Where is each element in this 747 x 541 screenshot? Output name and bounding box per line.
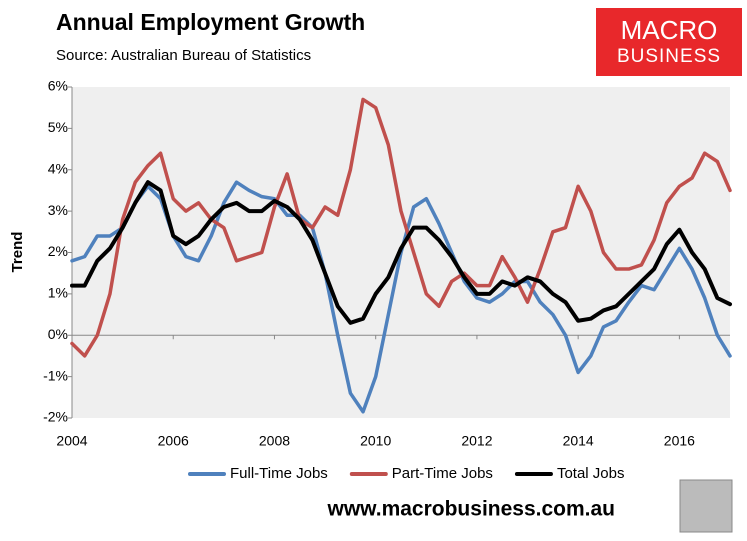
x-tick-label: 2006	[158, 433, 189, 449]
x-tick-label: 2012	[461, 433, 492, 449]
y-tick-label: 3%	[48, 202, 68, 218]
legend-label: Full-Time Jobs	[230, 465, 328, 482]
y-tick-label: 1%	[48, 285, 68, 301]
legend-label: Total Jobs	[557, 465, 625, 482]
chart-title: Annual Employment Growth	[56, 9, 365, 35]
y-tick-label: -2%	[43, 409, 68, 425]
x-tick-label: 2014	[563, 433, 594, 449]
x-tick-label: 2016	[664, 433, 695, 449]
y-tick-label: 6%	[48, 78, 68, 94]
logo-text: BUSINESS	[617, 46, 721, 67]
y-tick-label: 4%	[48, 160, 68, 176]
logo-text: MACRO	[621, 15, 718, 45]
y-tick-label: 5%	[48, 119, 68, 135]
chart-subtitle: Source: Australian Bureau of Statistics	[56, 47, 311, 64]
legend-label: Part-Time Jobs	[392, 465, 493, 482]
y-tick-label: 0%	[48, 326, 68, 342]
wolf-icon	[679, 479, 733, 533]
y-tick-label: -1%	[43, 367, 68, 383]
x-tick-label: 2008	[259, 433, 290, 449]
series-line	[70, 180, 732, 325]
logo-background	[596, 8, 742, 76]
y-tick-label: 2%	[48, 243, 68, 259]
x-tick-label: 2004	[56, 433, 87, 449]
series-line	[70, 97, 732, 358]
footer-url: www.macrobusiness.com.au	[327, 498, 615, 521]
x-tick-label: 2010	[360, 433, 391, 449]
y-axis-label: Trend	[9, 232, 26, 273]
